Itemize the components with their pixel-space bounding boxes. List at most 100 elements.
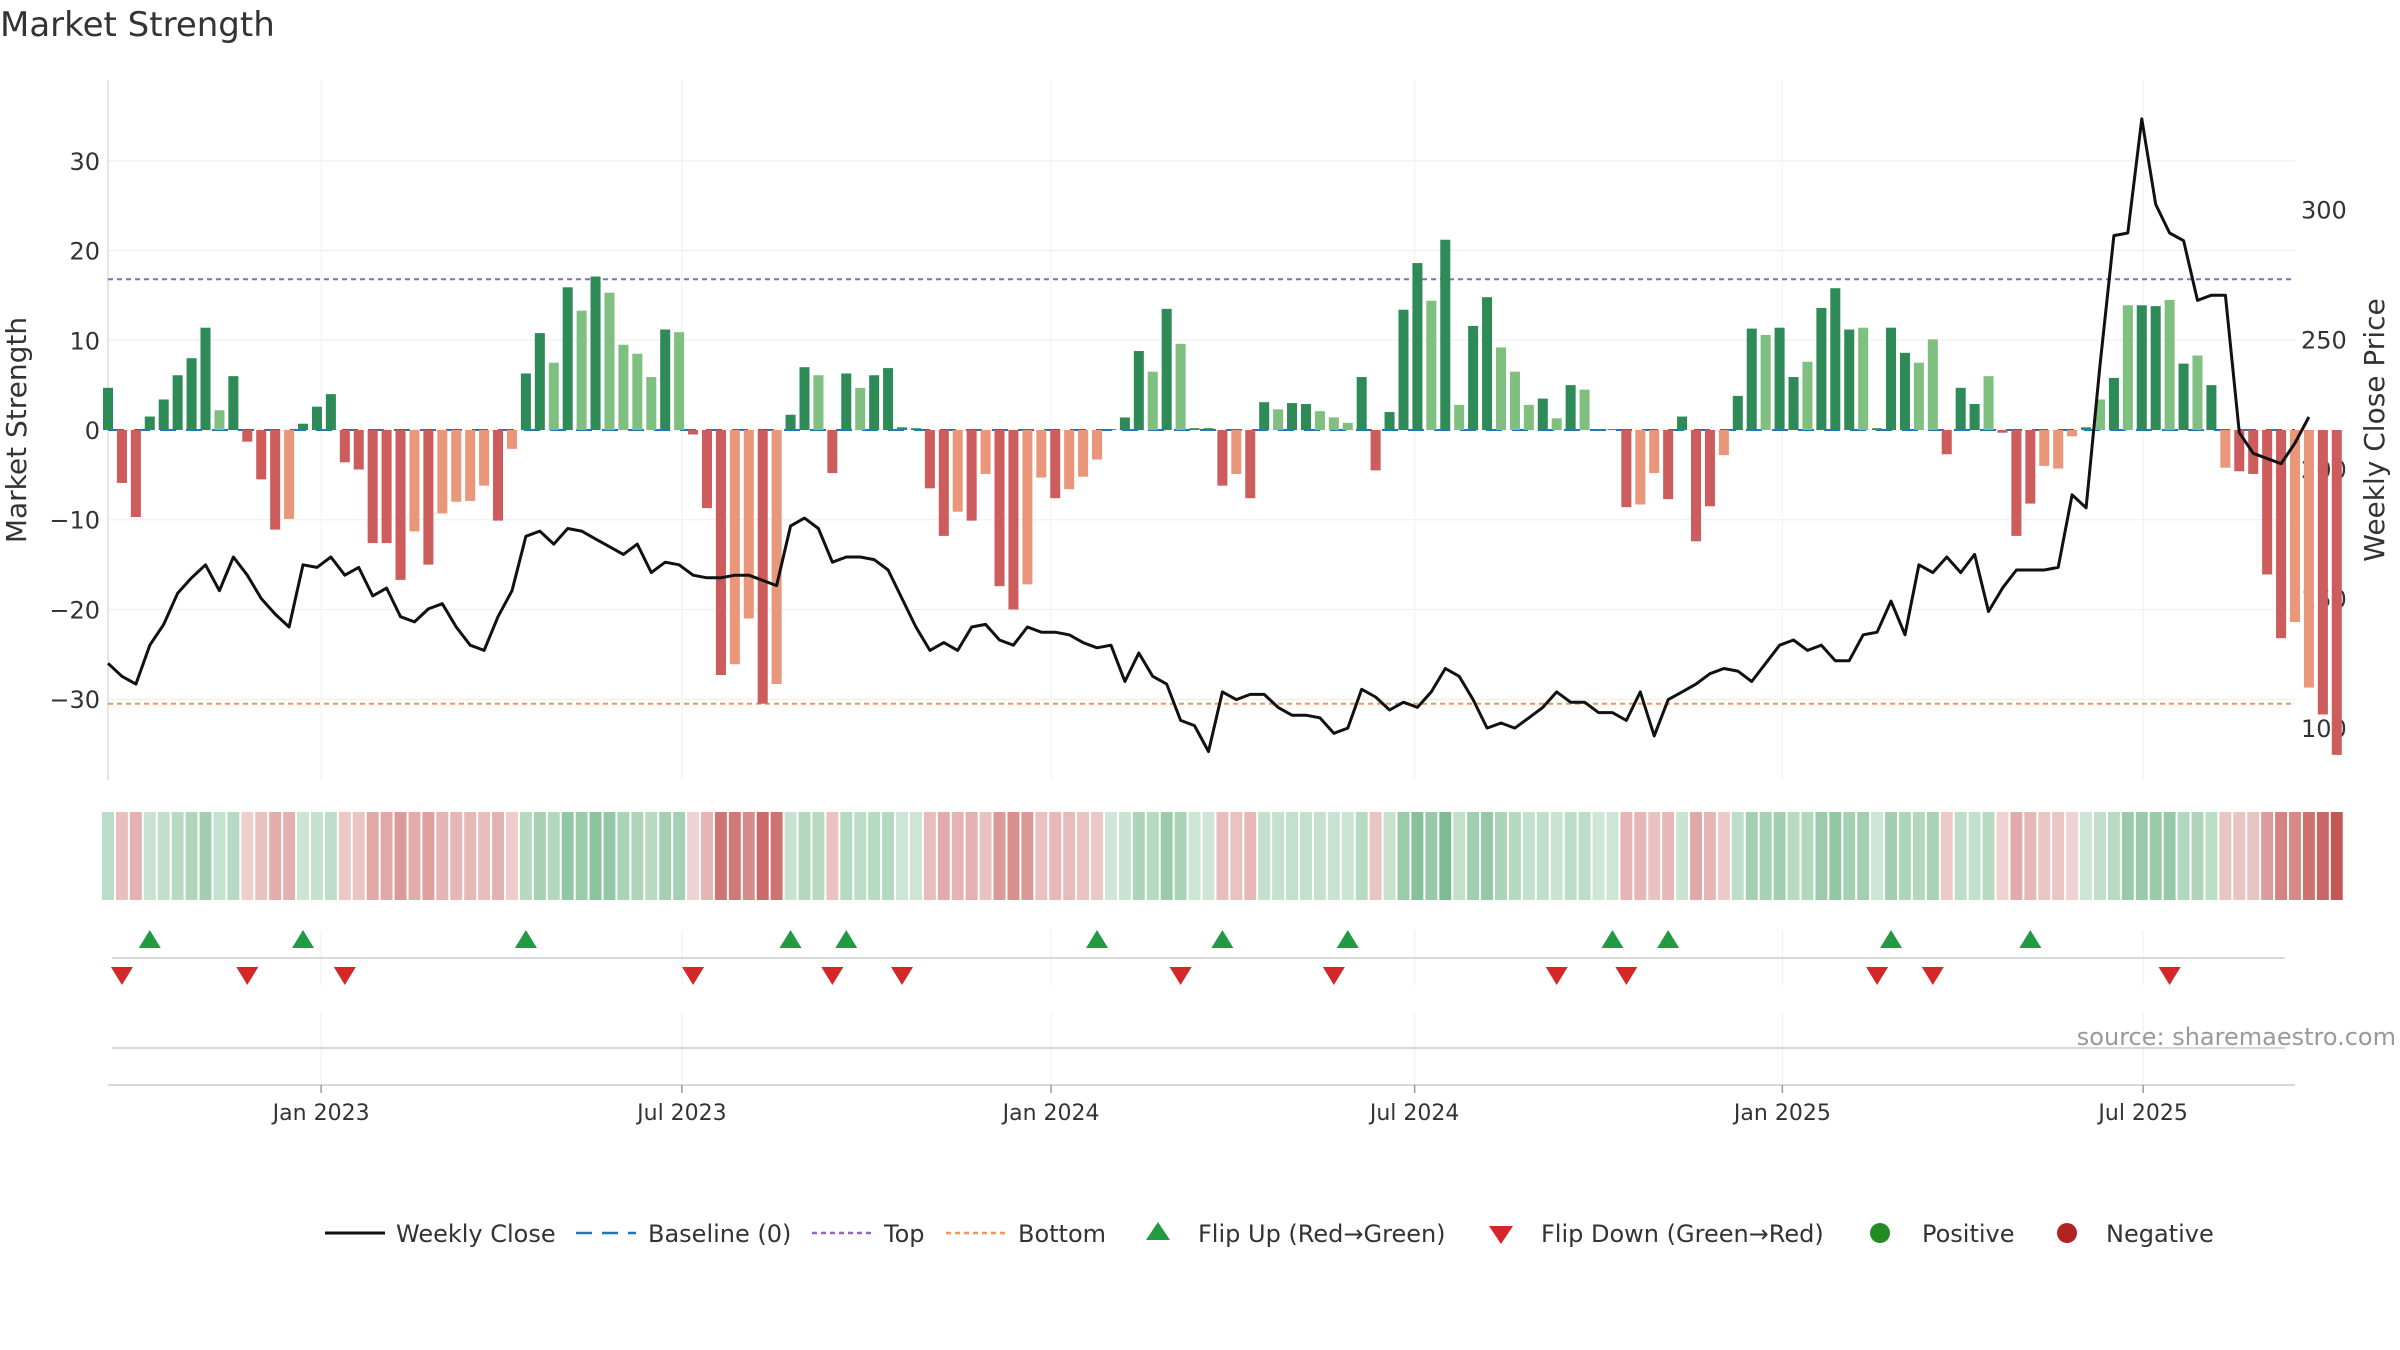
heat-cell: [519, 812, 532, 900]
strength-bar: [520, 373, 531, 430]
y-axis-right-label: Weekly Close Price: [2358, 298, 2391, 561]
strength-bar: [688, 430, 699, 435]
flip-up-marker: [835, 930, 858, 948]
flip-down-marker: [1545, 967, 1568, 985]
strength-bar: [409, 430, 420, 532]
strength-bar: [1328, 417, 1339, 430]
heat-cell: [631, 812, 644, 900]
strength-bar: [1203, 428, 1214, 430]
flip-up-marker: [1211, 930, 1234, 948]
legend-label-weekly-close: Weekly Close: [396, 1220, 556, 1248]
strength-bar: [353, 430, 364, 470]
heat-cell: [2066, 812, 2079, 900]
heat-cell: [1104, 812, 1117, 900]
heat-cell: [422, 812, 435, 900]
heat-cell: [1815, 812, 1828, 900]
strength-bar: [1509, 371, 1520, 430]
heat-cell: [965, 812, 978, 900]
strength-bar: [1454, 404, 1465, 430]
heat-cell: [1648, 812, 1661, 900]
x-tick-label: Jul 2025: [2096, 1101, 2188, 1126]
flip-up-marker: [2019, 930, 2042, 948]
strength-bar: [325, 394, 336, 430]
heat-cell: [1355, 812, 1368, 900]
flip-up-marker: [1657, 930, 1680, 948]
legend: Weekly Close Baseline (0) Top Bottom Flip Up…: [325, 1220, 2214, 1248]
heat-cell: [241, 812, 254, 900]
strength-bar: [785, 414, 796, 430]
heat-cell: [1508, 812, 1521, 900]
strength-bar: [1983, 376, 1994, 430]
heat-cell: [380, 812, 393, 900]
strength-bar: [869, 375, 880, 430]
strength-bar: [1927, 339, 1938, 430]
strength-bar: [423, 430, 434, 565]
strength-bar: [1621, 430, 1632, 508]
strength-bar: [102, 387, 114, 430]
strength-bar: [743, 430, 754, 619]
strength-bar: [479, 430, 490, 486]
heat-cell: [2233, 812, 2246, 900]
strength-bar: [1440, 239, 1451, 430]
strength-bar: [1468, 325, 1479, 430]
heat-cell: [1091, 812, 1103, 900]
strength-bar: [311, 406, 322, 430]
flip-up-marker: [292, 930, 315, 948]
strength-bar: [1579, 389, 1590, 430]
heat-cell: [2121, 812, 2134, 900]
strength-bar: [771, 430, 782, 684]
heat-cell: [979, 812, 992, 900]
heat-cell: [450, 812, 463, 900]
strength-bar: [896, 427, 908, 430]
heat-cell: [2191, 812, 2204, 900]
strength-bar: [1105, 429, 1116, 430]
strength-bar: [1398, 309, 1409, 430]
heat-cell: [1550, 812, 1563, 900]
heat-cell: [1174, 812, 1187, 900]
heat-cell: [506, 812, 518, 900]
heat-cell: [1313, 812, 1326, 900]
heat-cell: [1132, 812, 1145, 900]
strength-bar: [144, 416, 155, 430]
heat-cell: [213, 812, 226, 900]
heat-cell: [937, 812, 950, 900]
strength-bar: [646, 377, 657, 430]
strength-bar: [1008, 430, 1019, 610]
x-tick-label: Jan 2024: [1001, 1101, 1100, 1126]
heat-cell: [784, 812, 797, 900]
flip-up-marker: [1086, 930, 1109, 948]
heat-cell: [1035, 812, 1048, 900]
heat-cell: [283, 812, 296, 900]
strength-bar: [451, 430, 462, 502]
strength-bar: [1384, 412, 1395, 430]
strength-bar: [1830, 288, 1841, 430]
heat-cell: [1606, 812, 1619, 900]
strength-bar: [1189, 428, 1200, 430]
heat-cell: [478, 812, 491, 900]
heat-cell: [2261, 812, 2274, 900]
heat-cell: [1216, 812, 1229, 900]
strength-bar: [2303, 430, 2314, 688]
strength-bar: [381, 430, 392, 544]
strength-bar: [1690, 430, 1702, 542]
strength-bar: [1607, 429, 1618, 430]
heat-cell: [1857, 812, 1870, 900]
strength-bar: [493, 430, 504, 521]
y-axis-left-label: Market Strength: [0, 317, 33, 543]
heat-cell: [1871, 812, 1884, 900]
heat-cell: [742, 812, 755, 900]
heat-cell: [728, 812, 741, 900]
legend-label-flip-down: Flip Down (Green→Red): [1541, 1220, 1824, 1248]
strength-bar: [1426, 300, 1437, 430]
strength-bar: [465, 430, 476, 501]
strength-bar: [1941, 430, 1952, 455]
heat-cell: [269, 812, 282, 900]
strength-bar: [186, 358, 197, 430]
heat-cell: [1272, 812, 1285, 900]
flip-up-marker: [138, 930, 161, 948]
heat-cell: [1286, 812, 1299, 900]
strength-bar: [242, 430, 253, 442]
strength-bar: [590, 276, 601, 430]
heat-cell: [687, 812, 700, 900]
strength-bar: [604, 292, 615, 430]
